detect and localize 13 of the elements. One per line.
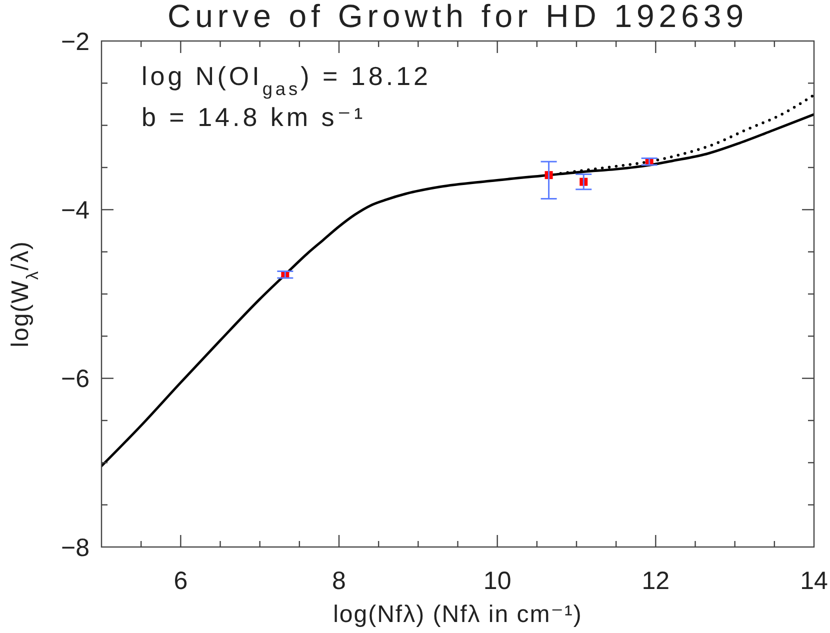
y-tick-label: −8	[60, 534, 90, 562]
y-tick-label: −6	[60, 365, 90, 394]
x-tick-label: 6	[174, 567, 188, 595]
x-tick-label: 10	[483, 567, 512, 595]
x-tick-label: 12	[642, 567, 670, 595]
annotation: log N(OI$_{gas}$) = 18.12	[142, 61, 431, 99]
annotation: b = 14.8 km s⁻¹	[142, 102, 366, 132]
y-tick-label: −2	[60, 28, 90, 56]
x-tick-label: 8	[332, 567, 346, 595]
x-tick-label: 14	[800, 567, 828, 595]
x-axis-title: log(Nfλ) (Nfλ in cm⁻¹)	[333, 601, 582, 628]
chart-title: Curve of Growth for HD 192639	[168, 0, 748, 34]
y-tick-label: −4	[60, 196, 90, 224]
